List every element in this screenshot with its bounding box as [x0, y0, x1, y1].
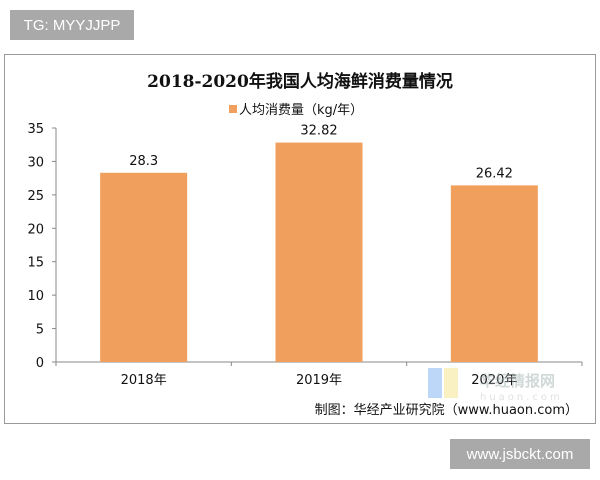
- legend-swatch: [229, 105, 237, 113]
- y-tick-label: 35: [27, 122, 44, 137]
- legend-label: 人均消费量（kg/年）: [239, 103, 363, 118]
- y-tick-label: 15: [27, 256, 44, 271]
- y-tick-label: 0: [36, 356, 44, 371]
- x-tick-label: 2020年: [471, 373, 517, 388]
- data-label: 28.3: [129, 154, 158, 169]
- x-tick-label: 2018年: [121, 373, 167, 388]
- x-tick-label: 2019年: [296, 373, 342, 388]
- bar: [275, 142, 363, 362]
- data-label: 32.82: [300, 124, 337, 139]
- bar: [450, 185, 538, 362]
- chart-title: 2018-2020年我国人均海鲜消费量情况: [147, 71, 453, 92]
- watermark-bottom-right: www.jsbckt.com: [450, 439, 590, 469]
- y-tick-label: 5: [36, 323, 44, 338]
- logo-domain: huaon.com: [480, 392, 563, 403]
- logo-name: 华经情报网: [480, 372, 555, 390]
- data-label: 26.42: [476, 166, 513, 181]
- chart-frame: [4, 54, 596, 424]
- watermark-top-left: TG: MYYJJPP: [10, 10, 134, 40]
- huaon-logo: 华经情报网 huaon.com: [428, 368, 563, 403]
- source-note: 制图：华经产业研究院（www.huaon.com）: [315, 403, 578, 418]
- bar: [100, 172, 188, 362]
- y-tick-label: 30: [27, 155, 44, 170]
- y-tick-label: 10: [27, 289, 44, 304]
- y-tick-label: 25: [27, 189, 44, 204]
- y-tick-label: 20: [27, 222, 44, 237]
